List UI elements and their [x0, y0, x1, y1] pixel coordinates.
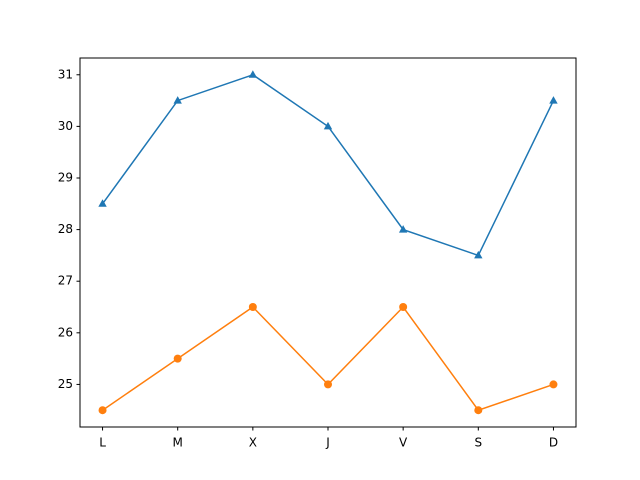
marker [248, 70, 258, 78]
x-tick-label: L [99, 436, 106, 450]
marker [324, 380, 332, 389]
y-tick-label: 31 [58, 67, 73, 81]
marker [474, 250, 483, 259]
axes-frame [79, 57, 577, 428]
x-tick-label: S [474, 436, 482, 450]
y-tick-label: 28 [58, 222, 73, 236]
y-tick-label: 27 [58, 274, 73, 288]
series-line [101, 73, 555, 257]
marker [398, 225, 408, 233]
marker [173, 96, 182, 104]
marker [549, 96, 558, 104]
marker [98, 406, 107, 415]
marker [399, 303, 408, 312]
x-tick-label: X [249, 436, 257, 450]
marker [323, 121, 333, 130]
x-tick-label: M [173, 436, 183, 450]
marker [474, 406, 483, 415]
x-tick-label: V [399, 436, 408, 450]
marker [248, 303, 257, 312]
y-tick-label: 30 [58, 119, 73, 133]
y-tick-label: 26 [58, 325, 73, 339]
y-tick-label: 29 [58, 170, 73, 184]
marker [173, 354, 182, 363]
y-tick-label: 25 [58, 377, 73, 391]
series-line [102, 305, 554, 412]
marker [549, 380, 558, 389]
x-tick-label: D [549, 436, 558, 450]
x-tick-label: J [325, 436, 330, 450]
marker [98, 199, 107, 207]
